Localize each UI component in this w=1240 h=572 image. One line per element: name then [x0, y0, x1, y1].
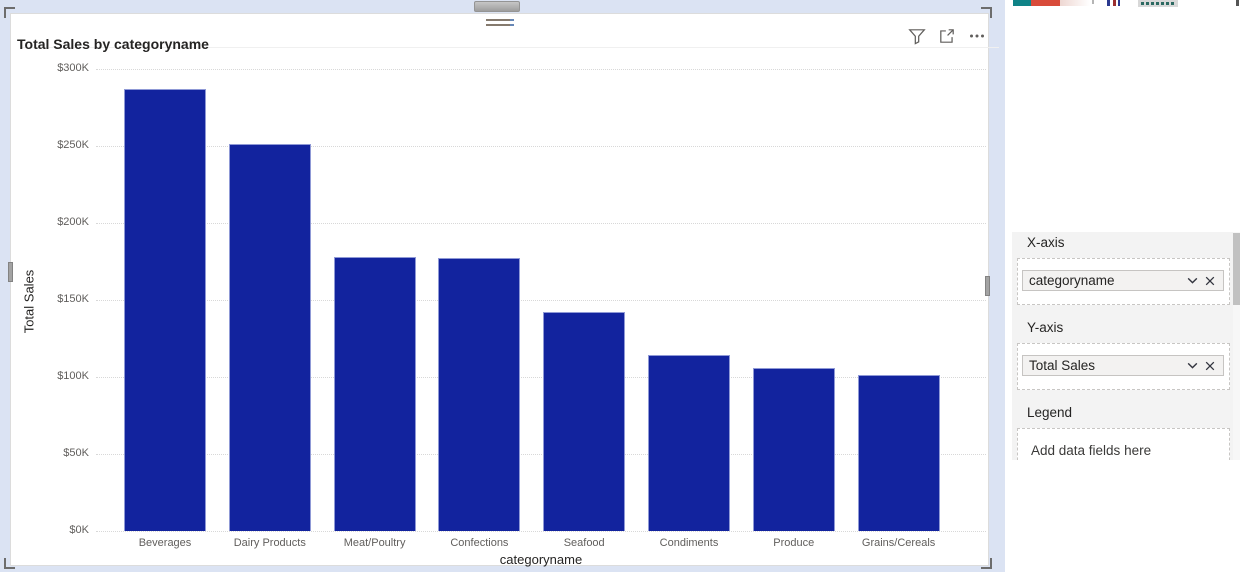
y-axis-well[interactable]: Total Sales — [1017, 343, 1230, 390]
gridline — [96, 222, 986, 224]
legend-well-label: Legend — [1027, 405, 1073, 420]
remove-field-icon[interactable] — [1201, 273, 1219, 289]
field-wells-section: X-axis categoryname Y-axis Total Sales — [1012, 232, 1233, 460]
gridline — [96, 145, 986, 147]
gridline — [96, 453, 986, 455]
chart-plot-area: $0K $50K $100K $150K $200K $250K $300K Beverage… — [11, 14, 988, 565]
x-axis-category-label: Condiments — [659, 537, 719, 549]
remove-field-icon[interactable] — [1201, 358, 1219, 374]
selection-handle-right[interactable] — [985, 276, 990, 296]
clipped-toolbar-icon — [1031, 0, 1060, 6]
gridline — [96, 530, 986, 532]
pane-scrollbar-thumb[interactable] — [1233, 233, 1240, 305]
fields-pane: X-axis categoryname Y-axis Total Sales — [1005, 0, 1240, 572]
x-axis-category-label: Beverages — [138, 537, 192, 549]
x-axis-category-label: Confections — [450, 537, 509, 549]
chevron-down-icon[interactable] — [1183, 273, 1201, 289]
clipped-chart-icon — [1107, 0, 1110, 6]
clipped-toolbar-divider — [1092, 0, 1094, 4]
gridline — [96, 376, 986, 378]
bar-confections[interactable] — [438, 258, 521, 531]
clipped-table-icon-dash — [1166, 2, 1169, 5]
more-options-icon[interactable] — [967, 26, 986, 45]
clipped-table-icon-dash — [1171, 2, 1174, 5]
field-pill-text: categoryname — [1029, 273, 1115, 288]
x-axis-category-label: Meat/Poultry — [343, 537, 406, 549]
selection-corner-bottom-left[interactable] — [4, 558, 15, 569]
bar-beverages[interactable] — [124, 89, 206, 531]
y-axis-tick-label: $100K — [57, 370, 89, 382]
clipped-chart-icon — [1113, 0, 1116, 6]
visual-header-separator — [22, 47, 999, 48]
filter-icon[interactable] — [907, 26, 926, 45]
bar-chart-visual[interactable]: Total Sales by categoryname Total Sales … — [10, 13, 999, 567]
bar-dairy-products[interactable] — [228, 144, 311, 531]
y-axis-tick-label: $0K — [69, 524, 89, 536]
bar-meat-poultry[interactable] — [333, 256, 416, 531]
y-axis-tick-label: $250K — [57, 139, 89, 151]
selection-corner-top-left[interactable] — [4, 7, 15, 18]
x-axis-category-label: Grains/Cereals — [861, 537, 936, 549]
x-axis-category-label: Dairy Products — [233, 537, 306, 549]
y-axis-tick-label: $150K — [57, 293, 89, 305]
y-axis-well-label: Y-axis — [1027, 320, 1064, 335]
clipped-table-icon-dash — [1146, 2, 1149, 5]
gridline — [96, 68, 986, 70]
clipped-toolbar-icon — [1013, 0, 1031, 6]
clipped-table-icon — [1138, 0, 1178, 7]
grip-icon[interactable] — [486, 19, 514, 21]
visual-title: Total Sales by categoryname — [17, 36, 209, 52]
y-axis-tick-label: $200K — [57, 216, 89, 228]
clipped-table-icon-dash — [1156, 2, 1159, 5]
focus-mode-icon[interactable] — [937, 26, 956, 45]
bar-grains-cereals[interactable] — [857, 375, 940, 531]
visual-drag-handle[interactable] — [474, 1, 520, 12]
bar-seafood[interactable] — [543, 312, 626, 531]
clipped-chart-icon — [1118, 0, 1120, 6]
y-axis-tick-label: $50K — [63, 447, 89, 459]
grip-icon[interactable] — [486, 24, 514, 26]
bar-condiments[interactable] — [648, 355, 730, 531]
bar-produce[interactable] — [752, 367, 835, 531]
x-axis-title: categoryname — [499, 552, 583, 567]
x-axis-well-label: X-axis — [1027, 235, 1065, 250]
y-axis-field-pill[interactable]: Total Sales — [1022, 355, 1224, 376]
x-axis-category-label: Seafood — [563, 537, 605, 549]
legend-well[interactable]: Add data fields here — [1017, 428, 1230, 460]
x-axis-category-label: Produce — [773, 537, 815, 549]
visual-header-toolbar — [907, 26, 986, 45]
selection-handle-left[interactable] — [8, 262, 13, 282]
clipped-toolbar-icon — [1060, 0, 1090, 6]
clipped-table-icon-dash — [1161, 2, 1164, 5]
selection-corner-top-right[interactable] — [981, 7, 992, 18]
clipped-toolbar-icon — [1236, 0, 1239, 6]
x-axis-field-pill[interactable]: categoryname — [1022, 270, 1224, 291]
gridline — [96, 299, 986, 301]
legend-well-placeholder: Add data fields here — [1031, 443, 1152, 458]
clipped-table-icon-dash — [1141, 2, 1144, 5]
field-pill-text: Total Sales — [1029, 358, 1096, 373]
clipped-table-icon-dash — [1151, 2, 1154, 5]
chevron-down-icon[interactable] — [1183, 358, 1201, 374]
pane-scrollbar-track — [1233, 232, 1240, 460]
x-axis-well[interactable]: categoryname — [1017, 258, 1230, 305]
y-axis-tick-label: $300K — [57, 62, 89, 74]
selection-corner-bottom-right[interactable] — [981, 558, 992, 569]
